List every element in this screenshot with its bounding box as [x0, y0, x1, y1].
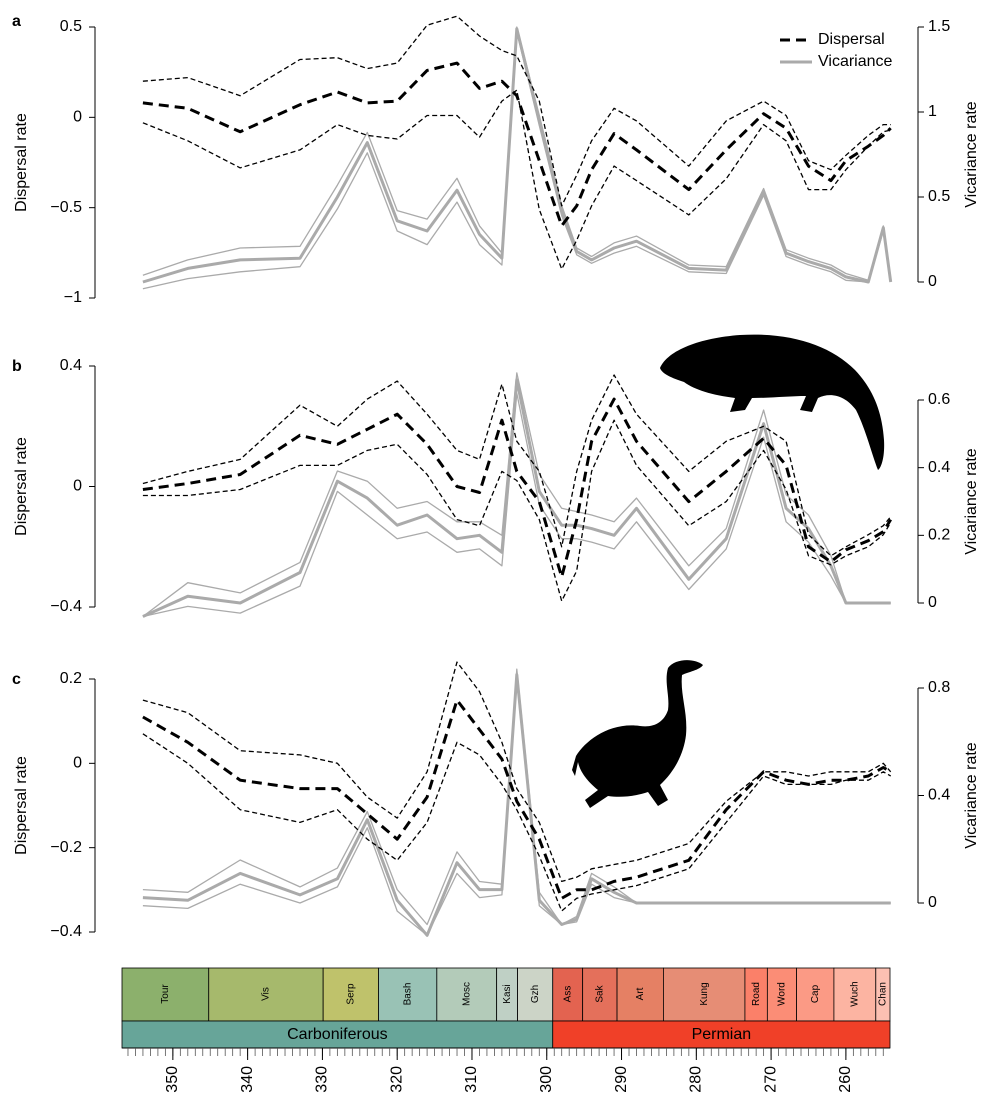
- plots: a −1 −0.5 0 0.5 Dispersal rate 0 0.5 1 1.5 Vicaria…: [12, 13, 980, 1093]
- stage-label: Chan: [878, 982, 889, 1006]
- y-tick-label: 0: [73, 478, 82, 495]
- y2-tick-label: 0.4: [928, 787, 950, 804]
- series-line: [142, 378, 891, 618]
- x-tick-label: 260: [837, 1066, 854, 1093]
- y2-axis-title: Vicariance rate: [963, 448, 980, 555]
- y2-axis-title: Vicariance rate: [963, 101, 980, 208]
- stage-label: Wuch: [849, 981, 860, 1006]
- stage-label: Ass: [562, 986, 573, 1003]
- y2-tick-label: 0.4: [928, 459, 950, 476]
- stage-label: Word: [777, 982, 788, 1006]
- stage-label: Tour: [160, 984, 171, 1004]
- series-bound: [142, 374, 892, 557]
- x-tick-label: 270: [762, 1066, 779, 1093]
- stage-label: Art: [635, 987, 646, 1000]
- x-tick-label: 320: [388, 1066, 405, 1093]
- series-bound: [142, 26, 892, 281]
- y2-tick-label: 0.8: [928, 679, 950, 696]
- y2-tick-label: 1: [928, 103, 937, 120]
- stage-label: Kung: [699, 982, 710, 1005]
- stage-box: [517, 967, 554, 1022]
- stage-label: Bash: [402, 983, 413, 1006]
- series-bound: [142, 679, 891, 936]
- series-line: [142, 61, 892, 228]
- period-label: Carboniferous: [287, 1026, 388, 1043]
- y-tick-label: 0: [73, 109, 82, 126]
- stage-box: [436, 967, 498, 1022]
- stage-box: [663, 967, 746, 1022]
- stage-label: Road: [751, 982, 762, 1006]
- stage-label: Sak: [594, 984, 605, 1002]
- y-axis-title: Dispersal rate: [13, 756, 30, 855]
- y2-tick-label: 0: [928, 894, 937, 911]
- y-tick-label: −0.2: [50, 839, 82, 856]
- stage-box: [616, 967, 664, 1022]
- y-axis-title: Dispersal rate: [13, 113, 30, 212]
- y-tick-label: 0.5: [60, 18, 82, 35]
- stage-label: Serp: [345, 983, 356, 1005]
- x-tick-label: 330: [314, 1066, 331, 1093]
- y2-tick-label: 0: [928, 273, 937, 290]
- y-tick-label: 0.2: [60, 670, 82, 687]
- period-label: Permian: [692, 1026, 752, 1043]
- stage-label: Kasi: [502, 984, 513, 1003]
- series-line: [142, 673, 891, 937]
- series-bound: [142, 733, 892, 912]
- y2-axis-title: Vicariance rate: [963, 742, 980, 849]
- y-tick-label: −0.4: [50, 598, 82, 615]
- stage-box: [208, 967, 324, 1022]
- panel-label: c: [12, 671, 21, 688]
- series-bound: [142, 392, 891, 618]
- y-tick-label: −0.4: [50, 923, 82, 940]
- series-bound: [142, 15, 891, 207]
- stage-label: Vis: [261, 987, 272, 1001]
- period-box: [552, 1020, 891, 1049]
- stage-box: [121, 967, 210, 1022]
- x-tick-label: 280: [688, 1066, 705, 1093]
- y-tick-label: −0.5: [50, 199, 82, 216]
- series-line: [142, 397, 892, 579]
- y-axis-title: Dispersal rate: [13, 437, 30, 536]
- stage-label: Mosc: [461, 982, 472, 1006]
- y2-tick-label: 1.5: [928, 18, 950, 35]
- x-tick-label: 310: [463, 1066, 480, 1093]
- silhouette-b: [660, 334, 885, 470]
- legend-label: Dispersal: [818, 31, 885, 48]
- x-tick-label: 350: [164, 1066, 181, 1093]
- y-tick-label: −1: [64, 289, 82, 306]
- y-tick-label: 0: [73, 755, 82, 772]
- y-tick-label: 0.4: [60, 357, 82, 374]
- series-bound: [142, 661, 892, 883]
- y2-tick-label: 0: [928, 594, 937, 611]
- legend-label: Vicariance: [818, 53, 893, 70]
- stage-label: Cap: [810, 984, 821, 1003]
- series-bound: [142, 419, 892, 602]
- series-bound: [142, 89, 891, 270]
- stage-box: [582, 967, 618, 1022]
- series-bound: [142, 31, 892, 290]
- stage-label: Gzh: [530, 985, 541, 1003]
- x-tick-label: 300: [538, 1066, 555, 1093]
- y2-tick-label: 0.6: [928, 391, 950, 408]
- silhouette-c: [572, 660, 703, 808]
- x-tick-label: 340: [239, 1066, 256, 1093]
- panel-label: a: [12, 13, 21, 30]
- stage-box: [552, 967, 584, 1022]
- x-tick-label: 290: [613, 1066, 630, 1093]
- panel-label: b: [12, 358, 22, 375]
- series-line: [142, 27, 893, 284]
- series-line: [142, 698, 892, 900]
- y2-tick-label: 0.2: [928, 527, 950, 544]
- y2-tick-label: 0.5: [928, 188, 950, 205]
